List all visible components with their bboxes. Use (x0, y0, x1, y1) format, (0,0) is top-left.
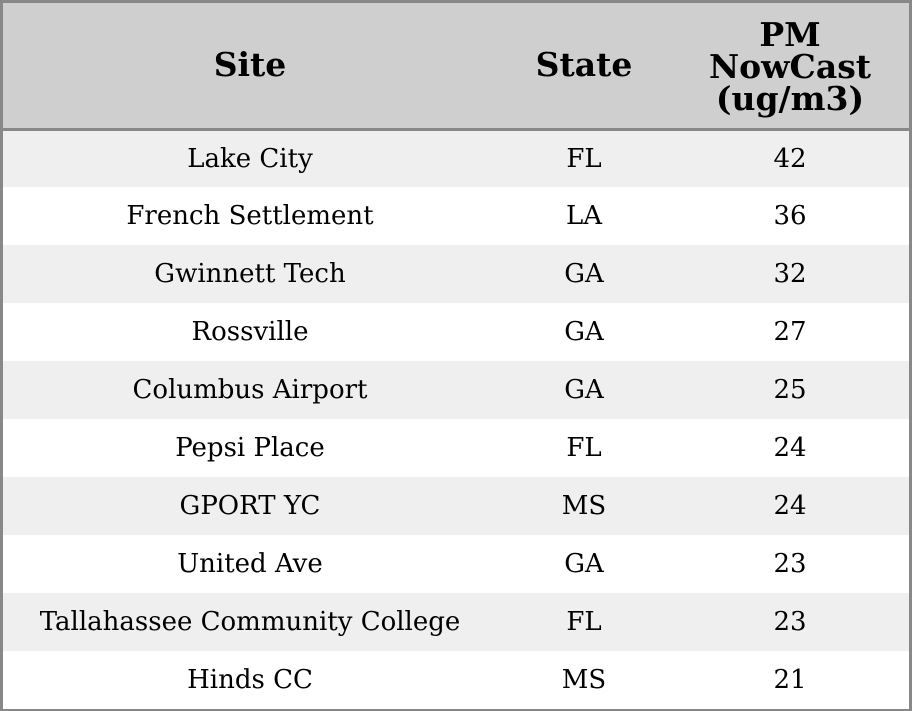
table-header: Site State PM NowCast (ug/m3) (3, 3, 909, 131)
cell-pm: 27 (773, 317, 807, 347)
cell-pm: 23 (773, 607, 807, 637)
cell-state: MS (561, 491, 607, 521)
header-row: Site State PM NowCast (ug/m3) (3, 3, 909, 131)
pm-header-line-1: PM (759, 15, 821, 55)
table-body: Lake City FL 42 French Settlement LA 36 … (3, 129, 909, 709)
cell-site: Columbus Airport (132, 375, 368, 405)
data-table: Site State PM NowCast (ug/m3) Lake City … (3, 3, 909, 709)
pm-header-line-2: NowCast (708, 47, 872, 87)
table-row: Pepsi Place FL 24 (3, 419, 909, 477)
cell-state: FL (566, 607, 602, 637)
cell-state: FL (566, 143, 602, 174)
table-row: Columbus Airport GA 25 (3, 361, 909, 419)
cell-pm: 32 (773, 259, 807, 289)
cell-state: GA (564, 317, 604, 347)
cell-pm: 21 (773, 665, 807, 695)
cell-site: Lake City (187, 143, 313, 174)
cell-site: Tallahassee Community College (39, 607, 461, 637)
cell-site: United Ave (177, 549, 323, 579)
cell-site: GPORT YC (179, 491, 321, 521)
table-row: GPORT YC MS 24 (3, 477, 909, 535)
cell-state: GA (564, 259, 604, 289)
cell-site: Gwinnett Tech (154, 259, 346, 289)
table-row: French Settlement LA 36 (3, 187, 909, 245)
cell-pm: 24 (773, 433, 807, 463)
table-row: United Ave GA 23 (3, 535, 909, 593)
cell-site: Rossville (191, 317, 309, 347)
cell-pm: 24 (773, 491, 807, 521)
cell-pm: 25 (773, 375, 807, 405)
cell-pm: 36 (773, 201, 807, 231)
cell-site: Hinds CC (187, 665, 313, 695)
cell-state: GA (564, 375, 604, 405)
table-row: Tallahassee Community College FL 23 (3, 593, 909, 651)
cell-site: Pepsi Place (175, 433, 325, 463)
table-row: Lake City FL 42 (3, 129, 909, 187)
column-header-state: State (497, 3, 671, 131)
pm-header-line-3: (ug/m3) (715, 79, 865, 119)
table-row: Rossville GA 27 (3, 303, 909, 361)
cell-pm: 23 (773, 549, 807, 579)
cell-state: FL (566, 433, 602, 463)
cell-site: French Settlement (126, 201, 374, 231)
table-row: Gwinnett Tech GA 32 (3, 245, 909, 303)
table-row: Hinds CC MS 21 (3, 651, 909, 709)
column-header-site: Site (3, 3, 497, 131)
cell-state: GA (564, 549, 604, 579)
cell-pm: 42 (773, 143, 807, 174)
column-header-pm-nowcast: PM NowCast (ug/m3) (671, 3, 909, 131)
cell-state: MS (561, 665, 607, 695)
cell-state: LA (565, 201, 603, 231)
